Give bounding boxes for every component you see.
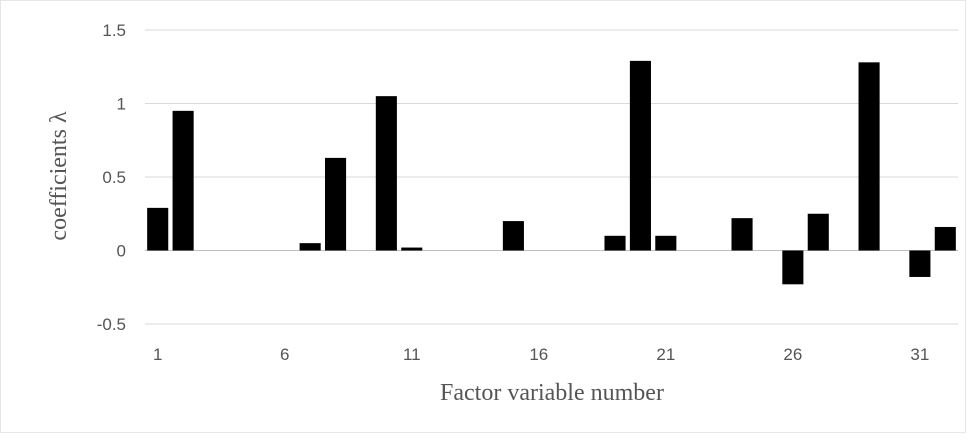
bar xyxy=(807,213,829,251)
y-tick-label: -0.5 xyxy=(97,315,126,334)
bar xyxy=(172,110,194,251)
bar xyxy=(629,60,651,251)
x-axis-ticks: 1 6 11 16 21 26 31 xyxy=(153,345,929,364)
bar xyxy=(375,96,397,251)
bar xyxy=(655,235,677,251)
bar xyxy=(858,62,880,251)
gridlines xyxy=(145,29,958,325)
y-axis-ticks: 1.5 1 0.5 0 -0.5 xyxy=(97,21,126,334)
bar xyxy=(934,226,956,251)
bar xyxy=(604,235,626,251)
bar xyxy=(731,218,753,251)
y-axis-title: coefficients λ xyxy=(46,111,72,241)
x-axis-title: Factor variable number xyxy=(440,380,664,406)
x-tick-label: 31 xyxy=(910,345,929,364)
x-tick-label: 26 xyxy=(783,345,802,364)
bar xyxy=(299,243,321,251)
x-tick-label: 6 xyxy=(280,345,289,364)
bar xyxy=(147,207,169,251)
bar xyxy=(909,250,931,277)
bar xyxy=(782,250,804,285)
y-tick-label: 0 xyxy=(117,242,126,261)
bar xyxy=(502,221,524,251)
bar xyxy=(401,247,423,251)
y-tick-label: 1 xyxy=(117,95,126,114)
y-tick-label: 1.5 xyxy=(102,21,126,40)
x-tick-label: 21 xyxy=(656,345,675,364)
bars xyxy=(147,60,956,285)
y-tick-label: 0.5 xyxy=(102,168,126,187)
x-tick-label: 16 xyxy=(529,345,548,364)
x-tick-label: 1 xyxy=(153,345,162,364)
bar xyxy=(325,157,347,251)
x-tick-label: 11 xyxy=(403,345,421,364)
